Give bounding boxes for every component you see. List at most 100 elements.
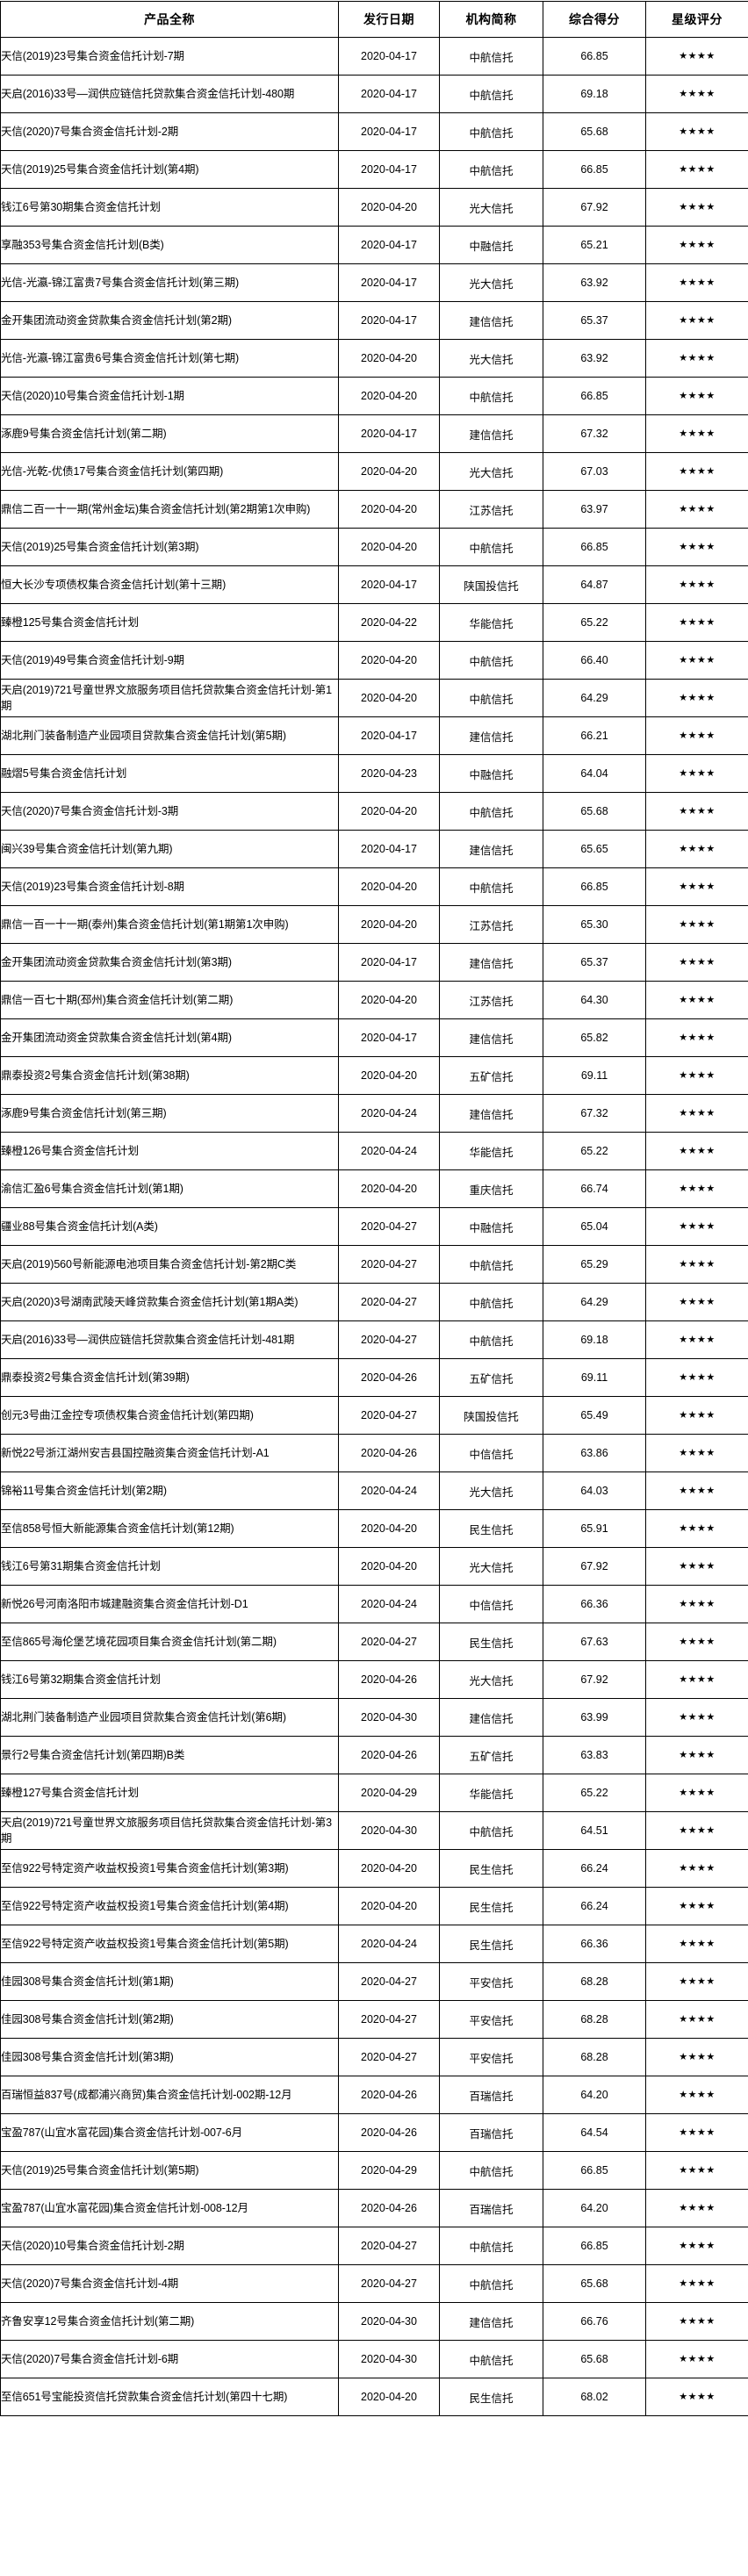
table-row[interactable]: 天信(2019)49号集合资金信托计划-9期 2020-04-20 中航信托 66.4… (0, 641, 748, 680)
cell-star-rating: ★★★★ (645, 1396, 748, 1435)
cell-total-score: 64.51 (543, 1811, 646, 1850)
table-row[interactable]: 新悦26号河南洛阳市城建融资集合资金信托计划-D1 2020-04-24 中信信托 6… (0, 1585, 748, 1623)
table-row[interactable]: 佳园308号集合资金信托计划(第2期) 2020-04-27 平安信托 68.28 ★★… (0, 2000, 748, 2039)
table-row[interactable]: 钱江6号第30期集合资金信托计划 2020-04-20 光大信托 67.92 ★★★★ (0, 188, 748, 227)
cell-product-name: 天启(2016)33号—润供应链信托贷款集合资金信托计划-480期 (0, 75, 339, 113)
star-icon-group: ★★★★ (679, 1220, 716, 1232)
table-row[interactable]: 至信922号特定资产收益权投资1号集合资金信托计划(第4期) 2020-04-20… (0, 1887, 748, 1925)
cell-issue-date: 2020-04-30 (338, 1698, 440, 1737)
table-row[interactable]: 光信-光瀛-锦江富贵6号集合资金信托计划(第七期) 2020-04-20 光大信托 6… (0, 339, 748, 378)
table-row[interactable]: 鼎信一百七十期(邳州)集合资金信托计划(第二期) 2020-04-20 江苏信托 64… (0, 981, 748, 1019)
cell-issue-date: 2020-04-17 (338, 112, 440, 151)
table-row[interactable]: 金开集团流动资金贷款集合资金信托计划(第2期) 2020-04-17 建信信托 65.… (0, 301, 748, 340)
cell-institution: 中航信托 (439, 75, 543, 113)
table-row[interactable]: 天启(2019)721号童世界文旅服务项目信托贷款集合资金信托计划-第1期 202… (0, 679, 748, 717)
cell-institution: 中航信托 (439, 2340, 543, 2378)
table-row[interactable]: 臻橙126号集合资金信托计划 2020-04-24 华能信托 65.22 ★★★★ (0, 1132, 748, 1170)
table-row[interactable]: 恒大长沙专项债权集合资金信托计划(第十三期) 2020-04-17 陕国投信托 64.… (0, 565, 748, 604)
table-row[interactable]: 齐鲁安享12号集合资金信托计划(第二期) 2020-04-30 建信信托 66.76 ★… (0, 2302, 748, 2341)
table-row[interactable]: 钱江6号第32期集合资金信托计划 2020-04-26 光大信托 67.92 ★★★★ (0, 1660, 748, 1699)
table-row[interactable]: 臻橙125号集合资金信托计划 2020-04-22 华能信托 65.22 ★★★★ (0, 603, 748, 642)
table-row[interactable]: 天启(2020)3号湖南武陵天峰贷款集合资金信托计划(第1期A类) 2020-04… (0, 1283, 748, 1321)
table-row[interactable]: 天信(2020)7号集合资金信托计划-6期 2020-04-30 中航信托 65.68… (0, 2340, 748, 2378)
cell-issue-date: 2020-04-20 (338, 2378, 440, 2416)
table-row[interactable]: 湖北荆门装备制造产业园项目贷款集合资金信托计划(第5期) 2020-04-17 建信… (0, 716, 748, 755)
table-row[interactable]: 鼎泰投资2号集合资金信托计划(第39期) 2020-04-26 五矿信托 69.11 ★… (0, 1358, 748, 1397)
table-row[interactable]: 佳园308号集合资金信托计划(第3期) 2020-04-27 平安信托 68.28 ★★… (0, 2038, 748, 2076)
table-row[interactable]: 天信(2020)7号集合资金信托计划-4期 2020-04-27 中航信托 65.68… (0, 2264, 748, 2303)
cell-star-rating: ★★★★ (645, 2038, 748, 2076)
star-icon-group: ★★★★ (679, 1975, 716, 1987)
cell-star-rating: ★★★★ (645, 1925, 748, 1963)
table-row[interactable]: 融熠5号集合资金信托计划 2020-04-23 中融信托 64.04 ★★★★ (0, 754, 748, 793)
table-row[interactable]: 佳园308号集合资金信托计划(第1期) 2020-04-27 平安信托 68.28 ★★… (0, 1962, 748, 2001)
table-row[interactable]: 闽兴39号集合资金信托计划(第九期) 2020-04-17 建信信托 65.65 ★★★… (0, 830, 748, 868)
cell-institution: 中航信托 (439, 679, 543, 717)
cell-institution: 江苏信托 (439, 981, 543, 1019)
cell-total-score: 66.85 (543, 150, 646, 189)
table-row[interactable]: 金开集团流动资金贷款集合资金信托计划(第3期) 2020-04-17 建信信托 65.… (0, 943, 748, 982)
table-row[interactable]: 臻橙127号集合资金信托计划 2020-04-29 华能信托 65.22 ★★★★ (0, 1774, 748, 1812)
cell-star-rating: ★★★★ (645, 1962, 748, 2001)
table-row[interactable]: 渝信汇盈6号集合资金信托计划(第1期) 2020-04-20 重庆信托 66.74 ★★… (0, 1169, 748, 1208)
table-row[interactable]: 疆业88号集合资金信托计划(A类) 2020-04-27 中融信托 65.04 ★★★★ (0, 1207, 748, 1246)
cell-issue-date: 2020-04-27 (338, 1623, 440, 1661)
table-row[interactable]: 涿鹿9号集合资金信托计划(第二期) 2020-04-17 建信信托 67.32 ★★★★ (0, 414, 748, 453)
table-row[interactable]: 享融353号集合资金信托计划(B类) 2020-04-17 中融信托 65.21 ★★★… (0, 226, 748, 264)
column-header-star-rating[interactable]: 星级评分 (645, 1, 748, 38)
table-row[interactable]: 宝盈787(山宜水富花园)集合资金信托计划-007-6月 2020-04-26 百瑞… (0, 2113, 748, 2152)
table-row[interactable]: 钱江6号第31期集合资金信托计划 2020-04-20 光大信托 67.92 ★★★★ (0, 1547, 748, 1586)
table-row[interactable]: 天信(2019)25号集合资金信托计划(第5期) 2020-04-29 中航信托 66… (0, 2151, 748, 2190)
cell-issue-date: 2020-04-20 (338, 1056, 440, 1095)
column-header-product-name[interactable]: 产品全称 (0, 1, 339, 38)
table-row[interactable]: 涿鹿9号集合资金信托计划(第三期) 2020-04-24 建信信托 67.32 ★★★★ (0, 1094, 748, 1133)
table-row[interactable]: 至信922号特定资产收益权投资1号集合资金信托计划(第3期) 2020-04-20… (0, 1849, 748, 1888)
cell-total-score: 69.18 (543, 1320, 646, 1359)
table-row[interactable]: 天信(2019)23号集合资金信托计划-7期 2020-04-17 中航信托 66.8… (0, 37, 748, 76)
table-row[interactable]: 天信(2020)7号集合资金信托计划-3期 2020-04-20 中航信托 65.68… (0, 792, 748, 831)
table-row[interactable]: 天信(2020)7号集合资金信托计划-2期 2020-04-17 中航信托 65.68… (0, 112, 748, 151)
column-header-total-score[interactable]: 综合得分 (543, 1, 646, 38)
table-row[interactable]: 景行2号集合资金信托计划(第四期)B类 2020-04-26 五矿信托 63.83 ★★… (0, 1736, 748, 1774)
table-row[interactable]: 天信(2020)10号集合资金信托计划-1期 2020-04-20 中航信托 66.8… (0, 377, 748, 415)
table-row[interactable]: 天启(2019)721号童世界文旅服务项目信托贷款集合资金信托计划-第3期 202… (0, 1811, 748, 1850)
table-row[interactable]: 光信-光瀛-锦江富贵7号集合资金信托计划(第三期) 2020-04-17 光大信托 6… (0, 263, 748, 302)
table-row[interactable]: 鼎信一百一十一期(泰州)集合资金信托计划(第1期第1次申购) 2020-04-20… (0, 905, 748, 944)
cell-issue-date: 2020-04-27 (338, 2227, 440, 2265)
table-row[interactable]: 天启(2016)33号—润供应链信托贷款集合资金信托计划-481期 2020-04… (0, 1320, 748, 1359)
cell-issue-date: 2020-04-26 (338, 2113, 440, 2152)
cell-total-score: 63.97 (543, 490, 646, 529)
table-row[interactable]: 至信922号特定资产收益权投资1号集合资金信托计划(第5期) 2020-04-24… (0, 1925, 748, 1963)
table-row[interactable]: 至信858号恒大新能源集合资金信托计划(第12期) 2020-04-20 民生信托 6… (0, 1509, 748, 1548)
cell-star-rating: ★★★★ (645, 1056, 748, 1095)
cell-issue-date: 2020-04-20 (338, 1509, 440, 1548)
table-row[interactable]: 天信(2019)25号集合资金信托计划(第3期) 2020-04-20 中航信托 66… (0, 528, 748, 566)
cell-institution: 建信信托 (439, 1698, 543, 1737)
table-row[interactable]: 锦裕11号集合资金信托计划(第2期) 2020-04-24 光大信托 64.03 ★★★… (0, 1471, 748, 1510)
table-row[interactable]: 光信-光乾-优债17号集合资金信托计划(第四期) 2020-04-20 光大信托 67… (0, 452, 748, 491)
table-row[interactable]: 百瑞恒益837号(成都浦兴商贸)集合资金信托计划-002期-12月 2020-04… (0, 2076, 748, 2114)
table-row[interactable]: 鼎信二百一十一期(常州金坛)集合资金信托计划(第2期第1次申购) 2020-04-… (0, 490, 748, 529)
table-row[interactable]: 天信(2020)10号集合资金信托计划-2期 2020-04-27 中航信托 66.8… (0, 2227, 748, 2265)
table-row[interactable]: 宝盈787(山宜水富花园)集合资金信托计划-008-12月 2020-04-26 百… (0, 2189, 748, 2227)
table-row[interactable]: 天信(2019)25号集合资金信托计划(第4期) 2020-04-17 中航信托 66… (0, 150, 748, 189)
cell-issue-date: 2020-04-27 (338, 2000, 440, 2039)
table-row[interactable]: 至信651号宝能投资信托贷款集合资金信托计划(第四十七期) 2020-04-20 民… (0, 2378, 748, 2416)
table-row[interactable]: 金开集团流动资金贷款集合资金信托计划(第4期) 2020-04-17 建信信托 65.… (0, 1018, 748, 1057)
table-row[interactable]: 创元3号曲江金控专项债权集合资金信托计划(第四期) 2020-04-27 陕国投信托… (0, 1396, 748, 1435)
table-row[interactable]: 湖北荆门装备制造产业园项目贷款集合资金信托计划(第6期) 2020-04-30 建信… (0, 1698, 748, 1737)
table-row[interactable]: 天启(2016)33号—润供应链信托贷款集合资金信托计划-480期 2020-04… (0, 75, 748, 113)
table-row[interactable]: 至信865号海伦堡艺境花园项目集合资金信托计划(第二期) 2020-04-27 民生… (0, 1623, 748, 1661)
star-icon-group: ★★★★ (679, 1334, 716, 1345)
table-row[interactable]: 新悦22号浙江湖州安吉县国控融资集合资金信托计划-A1 2020-04-26 中信信… (0, 1434, 748, 1472)
star-icon-group: ★★★★ (679, 654, 716, 666)
cell-institution: 平安信托 (439, 2038, 543, 2076)
cell-total-score: 65.68 (543, 792, 646, 831)
cell-star-rating: ★★★★ (645, 188, 748, 227)
table-row[interactable]: 鼎泰投资2号集合资金信托计划(第38期) 2020-04-20 五矿信托 69.11 ★… (0, 1056, 748, 1095)
table-row[interactable]: 天信(2019)23号集合资金信托计划-8期 2020-04-20 中航信托 66.8… (0, 867, 748, 906)
table-row[interactable]: 天启(2019)560号新能源电池项目集合资金信托计划-第2期C类 2020-04… (0, 1245, 748, 1284)
column-header-issue-date[interactable]: 发行日期 (338, 1, 440, 38)
star-icon-group: ★★★★ (679, 503, 716, 514)
column-header-institution[interactable]: 机构简称 (439, 1, 543, 38)
